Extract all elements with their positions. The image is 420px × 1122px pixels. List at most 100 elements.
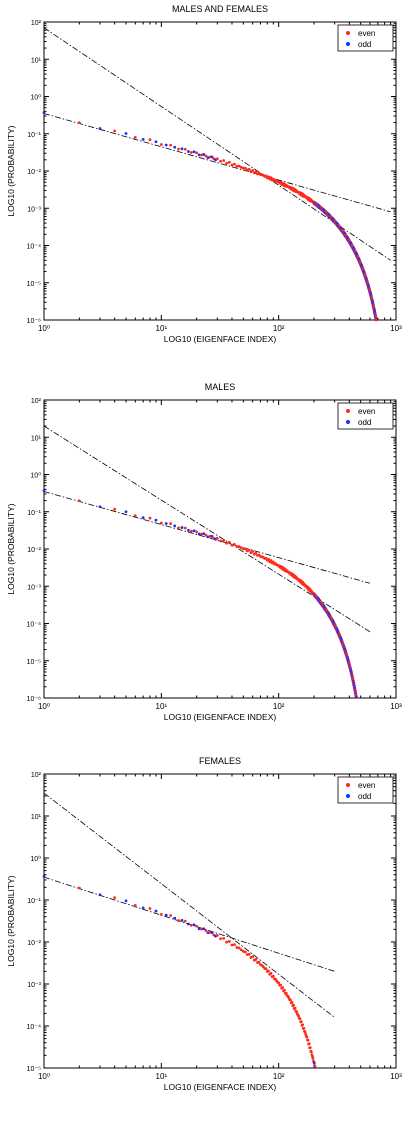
y-axis-label: LOG10 (PROBABILITY) xyxy=(6,125,16,216)
y-tick-label: 10⁻³ xyxy=(27,206,41,213)
point-even xyxy=(195,924,199,928)
point-even xyxy=(298,1017,302,1021)
point-even xyxy=(247,952,251,956)
point-even xyxy=(269,971,273,975)
point-odd xyxy=(154,909,158,913)
legend-box xyxy=(337,402,394,430)
x-tick-label: 10¹ xyxy=(156,324,168,333)
point-even xyxy=(235,164,239,168)
point-even xyxy=(311,1056,315,1060)
point-odd xyxy=(192,923,196,927)
point-odd xyxy=(164,522,168,525)
point-even xyxy=(284,991,288,995)
plot-frame xyxy=(43,21,397,321)
point-odd xyxy=(141,516,145,520)
x-tick-label: 10³ xyxy=(390,324,402,333)
x-tick-label: 10³ xyxy=(390,702,402,711)
point-odd xyxy=(210,931,214,934)
x-tick-label: 10⁰ xyxy=(38,324,50,333)
point-even xyxy=(277,981,281,985)
x-tick-label: 10⁰ xyxy=(38,702,50,711)
point-even xyxy=(293,1006,297,1010)
legend-marker-odd xyxy=(346,42,350,46)
point-even xyxy=(200,927,203,931)
fit-line xyxy=(43,792,335,1018)
chart-3: FEMALES 10⁰ 10¹ 10² 10³ 10⁻⁵ 10⁻⁴ 10⁻³ 10⁻² 10⁻¹ 1… xyxy=(6,756,402,1092)
point-odd xyxy=(202,532,206,535)
y-tick-label: 10¹ xyxy=(31,814,42,821)
point-odd xyxy=(42,111,46,115)
point-even xyxy=(235,946,239,949)
point-even xyxy=(264,967,268,971)
point-even xyxy=(374,318,378,322)
point-even xyxy=(247,548,251,552)
point-even xyxy=(133,135,137,139)
point-even xyxy=(264,556,268,560)
y-tick-label: 10⁻¹ xyxy=(27,132,41,139)
legend-label-even: even xyxy=(358,29,375,38)
x-tick-label: 10² xyxy=(273,702,285,711)
point-even xyxy=(237,164,241,168)
point-even xyxy=(113,507,117,511)
point-even xyxy=(251,955,255,959)
point-even xyxy=(169,143,173,147)
point-even xyxy=(281,986,284,989)
y-tick-label: 10⁰ xyxy=(30,855,41,863)
point-even xyxy=(189,529,193,533)
point-even xyxy=(241,166,245,170)
point-even xyxy=(183,526,187,530)
point-even xyxy=(169,914,173,917)
point-even xyxy=(243,950,247,954)
point-odd xyxy=(202,927,206,931)
point-odd xyxy=(197,532,201,536)
point-even xyxy=(227,160,231,164)
point-even xyxy=(222,538,226,542)
point-odd xyxy=(197,153,201,157)
x-axis-label: LOG10 (EIGENFACE INDEX) xyxy=(164,334,277,344)
legend-box xyxy=(337,776,394,804)
y-tick-label: 10⁰ xyxy=(30,94,41,102)
point-even xyxy=(267,969,270,973)
point-even xyxy=(219,937,223,941)
point-even xyxy=(233,542,236,546)
point-odd xyxy=(173,524,177,528)
point-even xyxy=(305,1035,309,1039)
point-even xyxy=(306,1038,310,1042)
point-even xyxy=(204,533,208,537)
y-tick-label: 10⁻³ xyxy=(27,982,41,989)
point-even xyxy=(257,960,261,964)
point-odd xyxy=(98,893,102,897)
point-even xyxy=(133,514,137,518)
point-even xyxy=(113,896,117,900)
point-odd xyxy=(124,132,128,135)
point-odd xyxy=(197,927,201,931)
y-tick-label: 10⁻⁶ xyxy=(27,318,41,325)
point-odd xyxy=(186,528,190,532)
chart-title: FEMALES xyxy=(199,756,241,766)
chart-title: MALES xyxy=(205,382,236,392)
point-even xyxy=(195,151,199,155)
y-tick-label: 10² xyxy=(31,772,42,779)
point-even xyxy=(200,153,203,157)
point-even xyxy=(183,147,187,151)
point-even xyxy=(239,948,243,952)
plot-frame xyxy=(43,399,397,699)
point-odd xyxy=(141,906,145,910)
point-even xyxy=(309,1050,313,1054)
point-even xyxy=(313,1064,317,1068)
point-odd xyxy=(354,695,358,699)
point-even xyxy=(237,545,241,548)
legend-label-even: even xyxy=(358,407,375,416)
point-odd xyxy=(186,922,190,926)
point-even xyxy=(283,988,286,992)
point-odd xyxy=(312,1061,316,1065)
x-axis-label: LOG10 (EIGENFACE INDEX) xyxy=(164,1082,277,1092)
point-odd xyxy=(186,150,190,153)
y-axis-label: LOG10 (PROBABILITY) xyxy=(6,503,16,594)
point-even xyxy=(230,163,234,167)
point-odd xyxy=(124,899,128,903)
y-tick-label: 10¹ xyxy=(31,435,42,442)
point-even xyxy=(243,547,247,551)
legend-marker-even xyxy=(346,409,350,413)
